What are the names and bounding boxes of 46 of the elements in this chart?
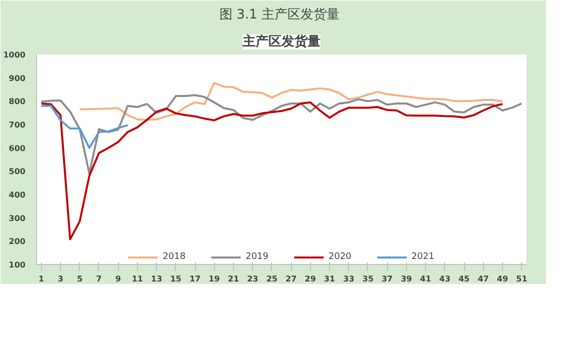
y-tick-label: 500 xyxy=(8,167,26,176)
chart-subtitle: 主产区发货量 xyxy=(242,34,320,50)
line-series xyxy=(40,101,504,240)
x-tick-label: 23 xyxy=(247,274,258,284)
y-tick-label: 400 xyxy=(8,190,26,200)
x-tick-label: 9 xyxy=(115,274,122,284)
x-tick-label: 37 xyxy=(382,274,393,284)
x-tick-label: 33 xyxy=(343,274,354,284)
y-tick-label: 100 xyxy=(8,260,26,270)
y-tick-label: 200 xyxy=(8,237,26,246)
y-tick-label: 300 xyxy=(8,214,26,223)
x-tick-label: 7 xyxy=(96,274,102,284)
x-tick-label: 41 xyxy=(420,274,432,284)
x-tick-label: 45 xyxy=(458,274,470,284)
x-tick-label: 17 xyxy=(189,274,201,284)
legend-label: 2019 xyxy=(246,252,268,262)
x-tick-label: 27 xyxy=(286,274,297,284)
y-tick-label: 900 xyxy=(8,74,26,83)
legend-label: 2018 xyxy=(162,252,186,262)
x-tick-label: 3 xyxy=(58,274,64,284)
x-tick-label: 29 xyxy=(304,274,316,284)
x-tick-label: 39 xyxy=(400,274,412,284)
x-tick-label: 5 xyxy=(76,274,83,284)
x-tick-label: 21 xyxy=(228,274,240,284)
x-tick-label: 43 xyxy=(439,274,450,284)
x-tick-label: 35 xyxy=(362,274,374,284)
x-tick-label: 19 xyxy=(208,274,220,284)
y-tick-label: 600 xyxy=(8,144,26,153)
line-series xyxy=(40,94,523,174)
x-tick-label: 47 xyxy=(478,274,489,284)
legend-label: 2020 xyxy=(328,252,352,262)
legend-label: 2021 xyxy=(411,252,434,262)
x-tick-label: 1 xyxy=(38,274,45,284)
y-tick-label: 1000 xyxy=(3,50,26,60)
x-tick-label: 15 xyxy=(170,274,182,284)
chart-title: 图 3.1 主产区发货量 xyxy=(219,6,340,22)
x-tick-label: 11 xyxy=(132,274,144,284)
y-tick-label: 800 xyxy=(8,97,26,106)
x-tick-label: 49 xyxy=(496,274,508,284)
x-tick-label: 25 xyxy=(266,274,278,284)
y-tick-label: 700 xyxy=(8,120,26,130)
x-tick-label: 13 xyxy=(151,274,162,284)
line-series xyxy=(78,82,504,121)
line-series xyxy=(40,104,129,149)
x-tick-label: 51 xyxy=(516,274,528,284)
x-tick-label: 31 xyxy=(324,274,336,284)
